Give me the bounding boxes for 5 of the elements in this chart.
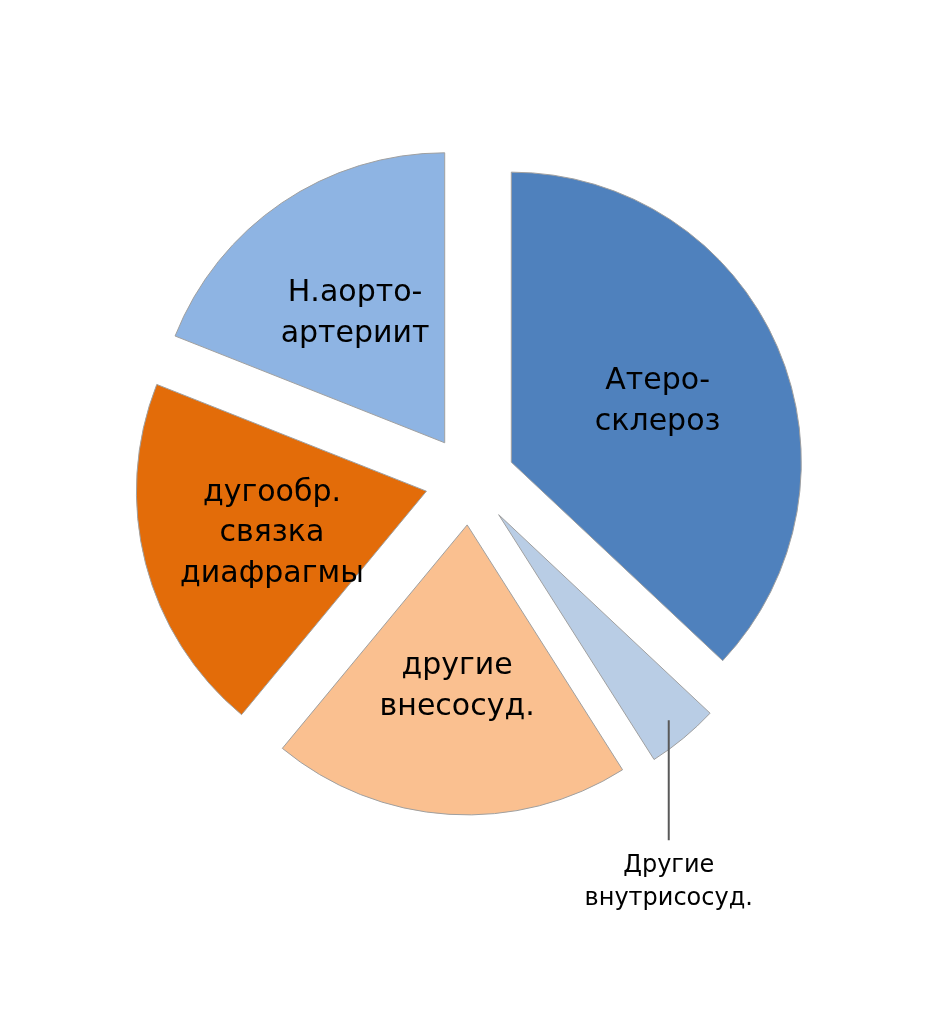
- slice-label: другие внесосуд.: [379, 646, 535, 722]
- slice-label: Атеро- склероз: [594, 361, 721, 437]
- slice-label: дугообр. связка диафрагмы: [180, 472, 364, 589]
- slice-label: Н.аорто- артериит: [280, 273, 430, 349]
- slice-label: Другие внутрисосуд.: [584, 850, 753, 911]
